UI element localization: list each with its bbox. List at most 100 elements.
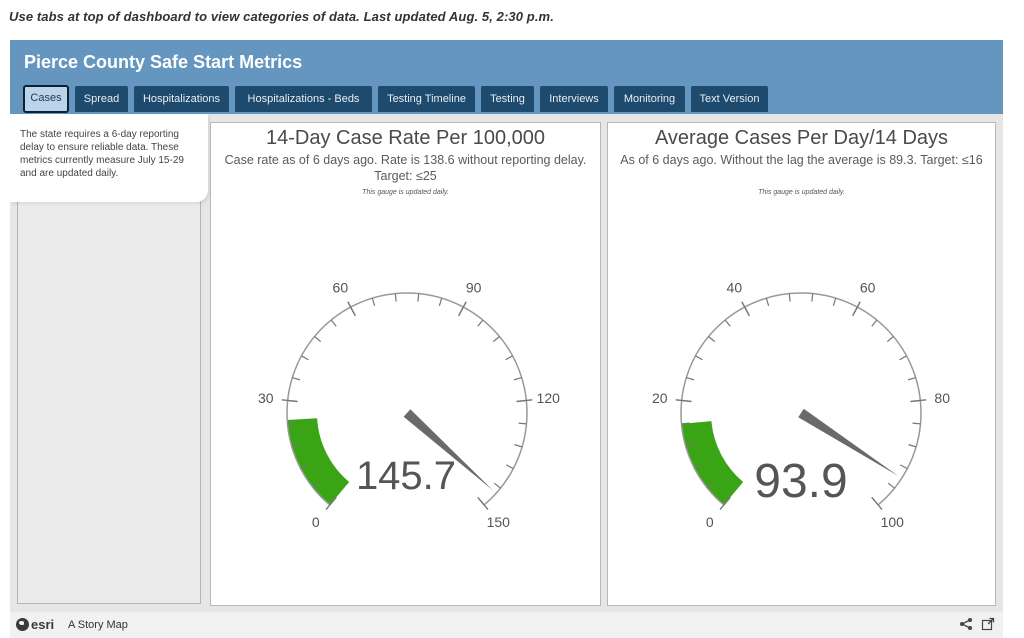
gauge-target-band [681, 421, 744, 505]
gauge-tick [788, 293, 791, 302]
gauge-tick [417, 293, 420, 302]
gauge-tick [292, 376, 301, 381]
sidebar-panel [17, 122, 201, 604]
gauge-tick-label: 90 [466, 280, 482, 296]
gauge-major-tick [871, 496, 883, 510]
gauge-tick [899, 464, 908, 470]
gauge-tick-label: 120 [537, 390, 561, 406]
tab-monitoring[interactable]: Monitoring [614, 86, 685, 112]
gauge-arc [286, 292, 528, 506]
gauge-tick [765, 297, 770, 306]
gauge-tick [300, 464, 309, 470]
tab-spread[interactable]: Spread [75, 86, 128, 112]
card-title: 14-Day Case Rate Per 100,000 [265, 127, 546, 149]
gauge-tick [314, 336, 322, 343]
gauge-tick [886, 336, 894, 343]
gauge-tick-label: 0 [706, 514, 714, 530]
gauge-tick [887, 482, 895, 489]
gauge-tick [685, 444, 694, 448]
esri-brand: esri [31, 617, 55, 632]
card-title: Average Cases Per Day/14 Days [654, 127, 949, 149]
gauge-tick [513, 376, 522, 381]
gauge-tick [477, 319, 484, 327]
gauge-major-tick [477, 496, 489, 510]
card-subtitle: Case rate as of 6 days ago. Rate is 138.… [224, 153, 587, 183]
gauge-tick [899, 355, 907, 361]
gauge-needle [798, 408, 899, 477]
external-link-icon[interactable] [981, 617, 995, 631]
tab-text-version[interactable]: Text Version [691, 86, 768, 112]
gauge-tick [287, 422, 296, 425]
gauge-tick-label: 100 [881, 514, 905, 530]
gauge-tick [492, 336, 500, 343]
gauge-tick [330, 319, 337, 327]
card-subtitle: As of 6 days ago. Without the lag the av… [620, 153, 983, 167]
gauge-tick [907, 376, 916, 381]
gauge-tick [518, 422, 527, 425]
gauge-tick [832, 297, 837, 306]
gauge-tick-label: 60 [860, 280, 876, 296]
gauge-tick [811, 293, 814, 302]
gauge-tick [438, 297, 443, 306]
gauge-major-tick [458, 301, 467, 317]
gauge-tick-label: 40 [727, 280, 743, 296]
gauge-tick [707, 482, 715, 489]
dashboard-content: The state requires a 6-day reporting del… [10, 114, 1003, 612]
esri-logo[interactable]: esri [16, 617, 54, 632]
gauge-tick-label: 60 [333, 280, 349, 296]
tab-hospitalizations-beds[interactable]: Hospitalizations - Beds [235, 86, 372, 112]
gauge-tick-label: 20 [652, 390, 668, 406]
gauge-major-tick [281, 399, 298, 403]
gauge-tick [912, 422, 921, 425]
gauge-major-tick [325, 496, 337, 510]
tab-testing-timeline[interactable]: Testing Timeline [378, 86, 475, 112]
gauge-tick [681, 422, 690, 425]
gauge-tick [871, 319, 878, 327]
gauge-needle [403, 409, 494, 491]
gauge-tick [371, 297, 376, 306]
gauge-major-tick [910, 399, 927, 403]
gauge-major-tick [516, 399, 533, 403]
gauge-tick [695, 355, 703, 361]
card-note: This gauge is updated daily. [758, 189, 845, 196]
tab-testing[interactable]: Testing [481, 86, 534, 112]
gauge-tick-label: 0 [312, 514, 320, 530]
sidebar-note: The state requires a 6-day reporting del… [10, 114, 208, 202]
gauge-tick [908, 444, 917, 448]
gauge-target-band [287, 418, 350, 505]
gauge-tick [493, 482, 501, 489]
tab-cases[interactable]: Cases [23, 85, 69, 113]
tab-interviews[interactable]: Interviews [540, 86, 608, 112]
case-rate-gauge: 0 30 60 90 120 150 145.7 [258, 280, 561, 530]
gauge-tick-label: 80 [934, 390, 950, 406]
gauge-tick-label: 30 [258, 390, 274, 406]
gauge-major-tick [675, 399, 692, 403]
story-map-label: A Story Map [68, 619, 128, 631]
gauge-major-tick [719, 496, 731, 510]
gauge-major-tick [852, 301, 861, 317]
gauge-tick-label: 150 [487, 514, 511, 530]
footer-bar: esri A Story Map [10, 612, 1003, 638]
gauge-tick [301, 355, 309, 361]
gauge-major-tick [347, 301, 356, 317]
gauge-tick [724, 319, 731, 327]
gauge-tick [313, 482, 321, 489]
gauge-tick [394, 293, 397, 302]
gauge-tick [708, 336, 716, 343]
globe-icon [16, 618, 29, 631]
gauge-tick [686, 376, 695, 381]
app-title: Pierce County Safe Start Metrics [24, 52, 303, 72]
avg-cases-gauge: 0 20 40 60 80 100 93.9 [652, 280, 950, 530]
top-note: Use tabs at top of dashboard to view cat… [9, 9, 554, 24]
avg-cases-card: Average Cases Per Day/14 Days As of 6 da… [607, 122, 996, 606]
gauge-tick [694, 464, 703, 470]
gauge-major-tick [741, 301, 750, 317]
card-note: This gauge is updated daily. [362, 189, 449, 196]
app-header: Pierce County Safe Start Metrics Cases S… [10, 40, 1003, 114]
gauge-tick [514, 444, 523, 448]
tab-hospitalizations[interactable]: Hospitalizations [134, 86, 229, 112]
case-rate-card: 14-Day Case Rate Per 100,000 Case rate a… [210, 122, 601, 606]
share-icon[interactable] [959, 617, 973, 631]
gauge-value: 93.9 [754, 455, 847, 508]
gauge-tick [505, 355, 513, 361]
